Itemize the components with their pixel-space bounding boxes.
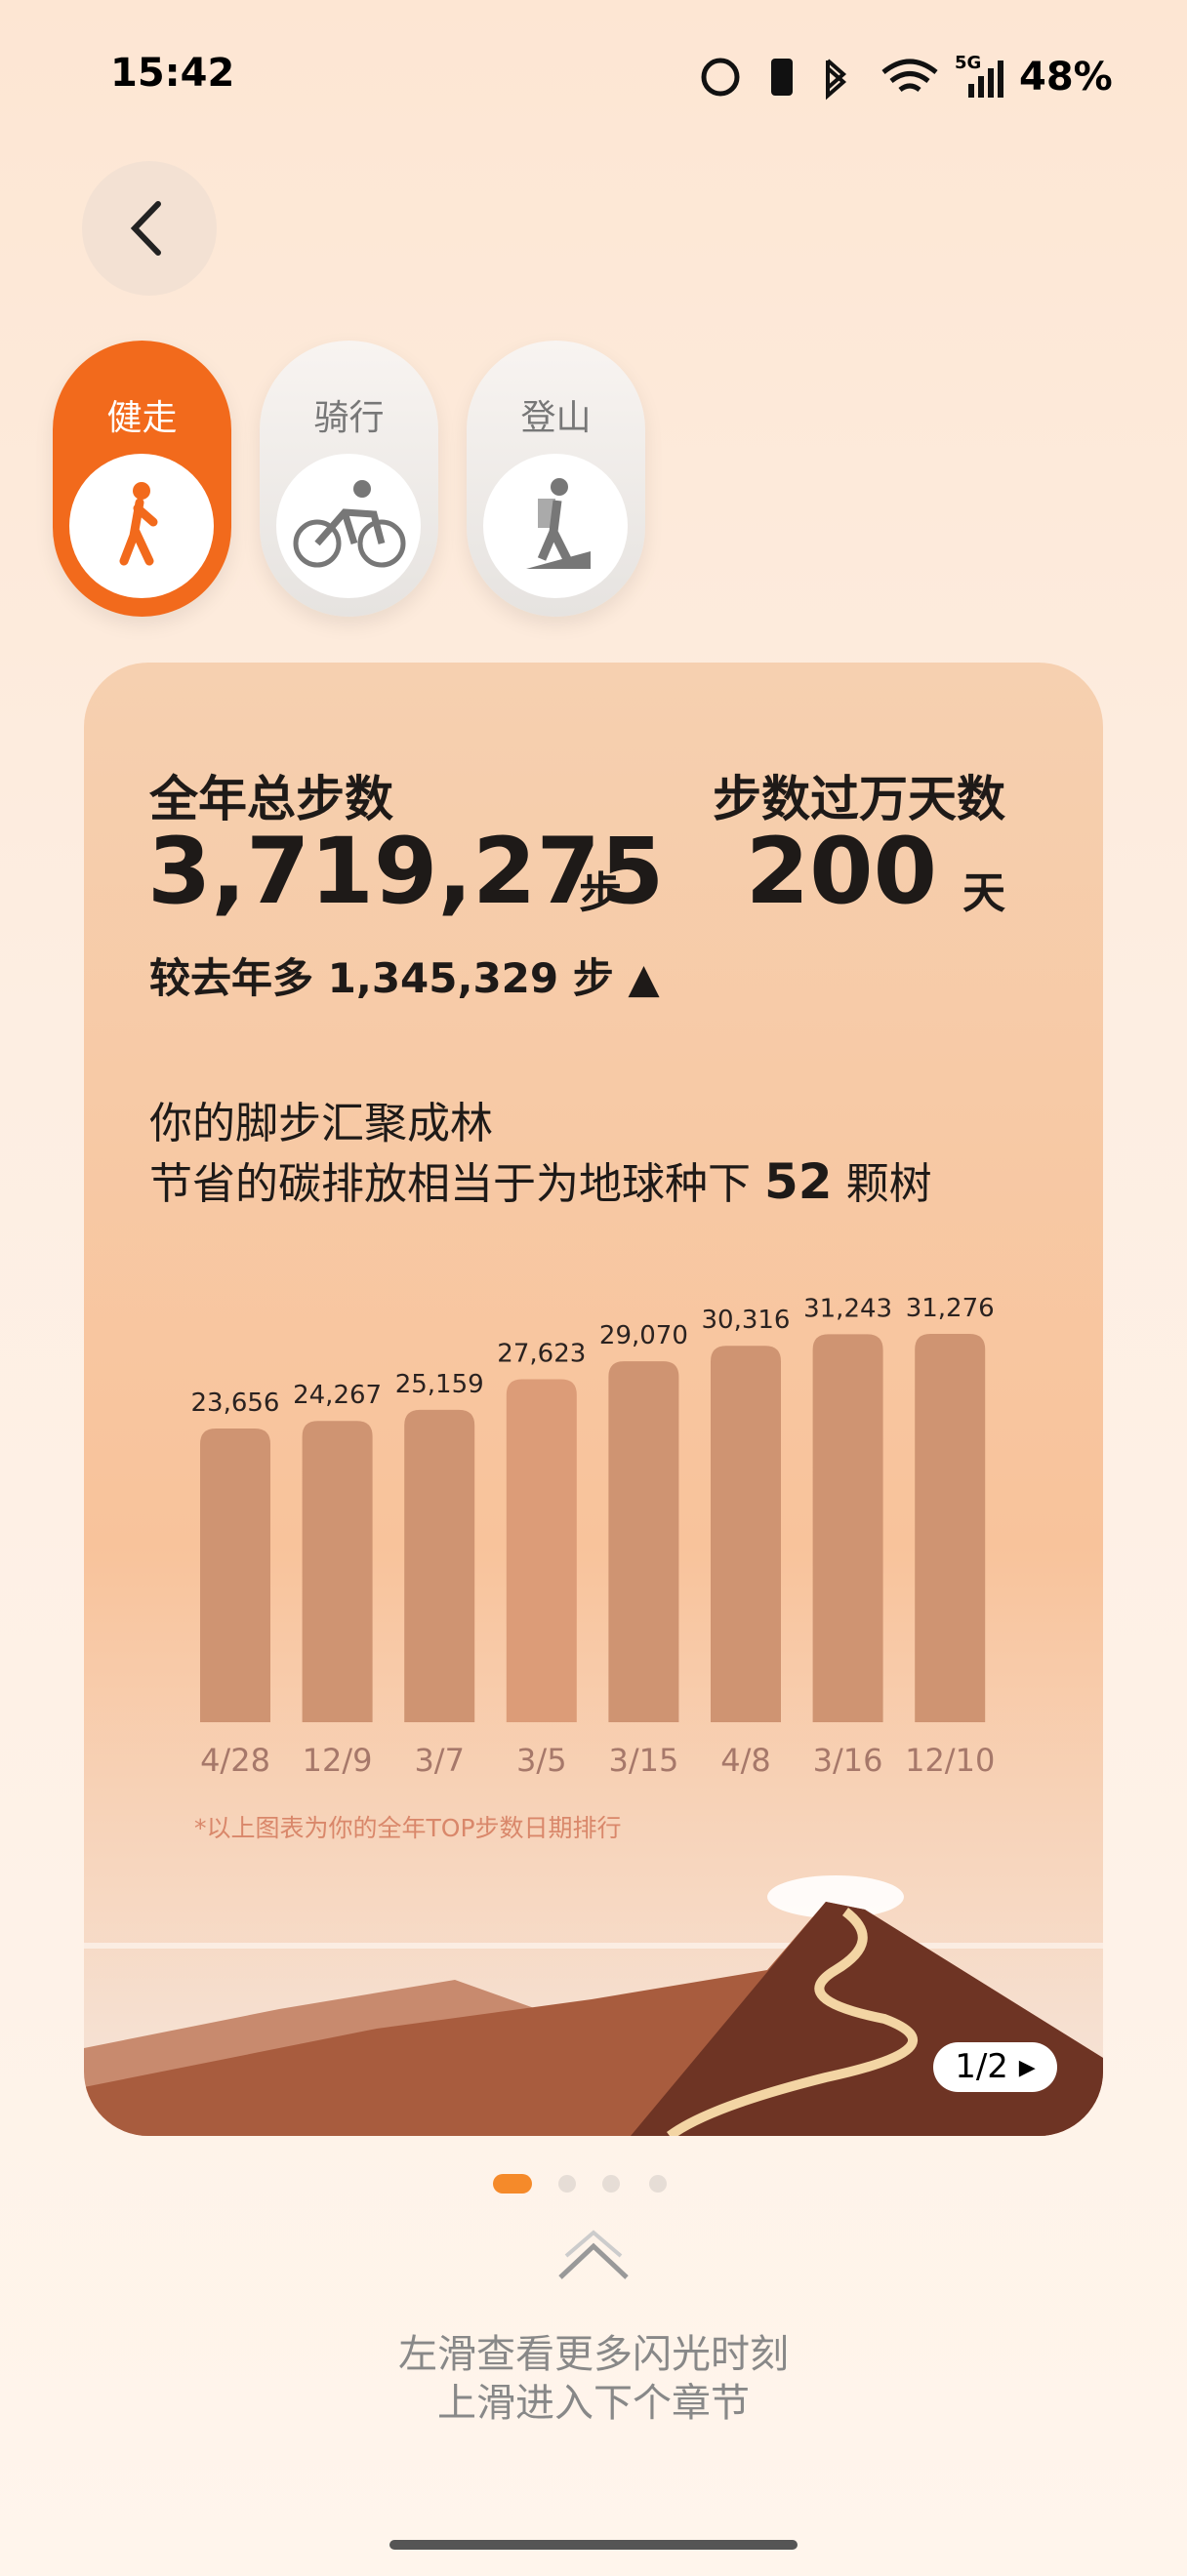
hint-1: 左滑查看更多闪光时刻 [398, 2332, 789, 2377]
bar [404, 1409, 475, 1722]
category-label: 4/8 [720, 1742, 771, 1779]
network: 5G [955, 53, 981, 73]
days-label: 步数过万天数 [713, 771, 1005, 827]
home-indicator [389, 2540, 798, 2550]
value-label: 30,316 [702, 1306, 791, 1335]
bar [812, 1334, 883, 1722]
landscape [84, 1875, 1103, 2136]
footnote: *以上图表为你的全年TOP步数日期排行 [194, 1814, 622, 1842]
days-value: 200 [745, 819, 937, 925]
total-label: 全年总步数 [149, 771, 393, 827]
bar [200, 1428, 270, 1722]
tab-icon [69, 454, 214, 598]
back-button[interactable] [82, 161, 217, 296]
tab-icon [483, 454, 628, 598]
value-label: 23,656 [191, 1389, 280, 1418]
category-label: 12/10 [905, 1742, 995, 1779]
bar [915, 1334, 986, 1722]
tab[interactable]: 登山 [467, 341, 645, 617]
tab[interactable]: 健走 [53, 341, 231, 617]
page-dot-active [493, 2174, 532, 2194]
bar [506, 1379, 577, 1722]
bar [608, 1361, 679, 1722]
value-label: 31,276 [906, 1294, 995, 1323]
category-label: 4/28 [200, 1742, 270, 1779]
pager-text: 1/2 [955, 2047, 1008, 2086]
pager[interactable]: 1/2 ▸ [933, 2042, 1057, 2092]
line2-unit: 颗树 [845, 1159, 932, 1209]
category-label: 3/7 [414, 1742, 465, 1779]
tab-label: 登山 [520, 398, 592, 438]
total-unit: 步 [579, 868, 622, 918]
tab-icon [276, 454, 421, 598]
bar [711, 1346, 781, 1722]
days-unit: 天 [962, 868, 1005, 918]
value-label: 25,159 [395, 1370, 484, 1399]
value-label: 27,623 [497, 1339, 586, 1368]
category-label: 3/5 [516, 1742, 567, 1779]
time: 15:42 [110, 51, 235, 96]
compare-arrow: ▲ [628, 954, 660, 1002]
category-label: 3/16 [813, 1742, 883, 1779]
value-label: 24,267 [293, 1381, 382, 1410]
tab-label: 健走 [106, 398, 178, 438]
hint-2: 上滑进入下个章节 [437, 2381, 750, 2426]
compare-prefix: 较去年多 [149, 954, 314, 1002]
swipe-chevron [558, 2230, 629, 2279]
page-dot [602, 2175, 620, 2193]
line2-prefix: 节省的碳排放相当于为地球种下 [149, 1159, 751, 1209]
category-label: 3/15 [608, 1742, 678, 1779]
line1: 你的脚步汇聚成林 [149, 1099, 493, 1148]
bar-chart: 23,656 4/28 24,267 12/9 25,159 3/7 27,623 3/5 29… [191, 1294, 996, 1779]
value-label: 31,243 [803, 1294, 892, 1323]
value-label: 29,070 [599, 1321, 688, 1350]
page-dot [558, 2175, 576, 2193]
tab[interactable]: 骑行 [260, 341, 438, 617]
category-label: 12/9 [303, 1742, 373, 1779]
page-dot [649, 2175, 667, 2193]
bar [302, 1421, 373, 1722]
battery: 48% [1019, 55, 1113, 100]
line2-value: 52 [764, 1153, 833, 1210]
compare-unit: 步 [572, 954, 614, 1002]
summary-card: 全年总步数 3,719,275 步 步数过万天数 200 天 较去年多 1,34… [84, 663, 1103, 2136]
total-value: 3,719,275 [147, 819, 665, 925]
compare-value: 1,345,329 [327, 954, 559, 1002]
status-icons: 5G 48% [701, 53, 1113, 101]
tab-label: 骑行 [313, 398, 385, 438]
